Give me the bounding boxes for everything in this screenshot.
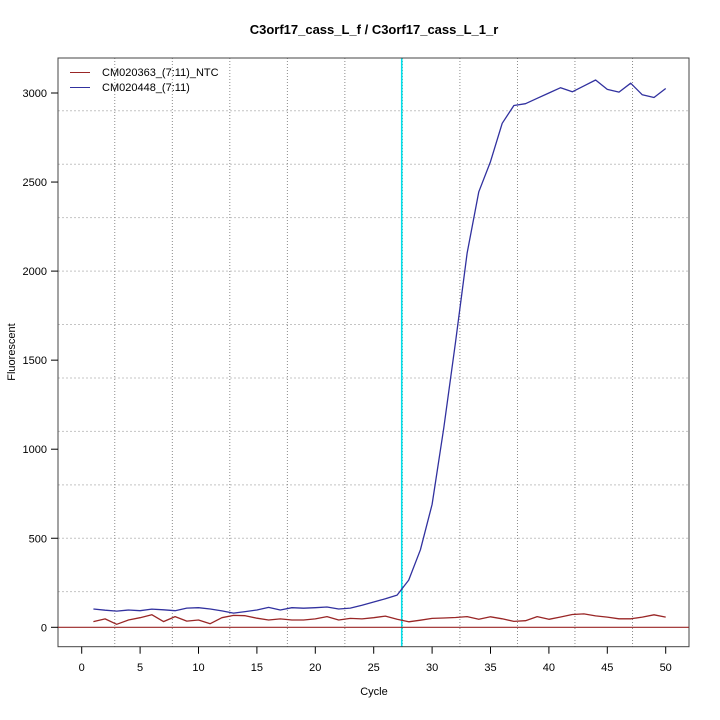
x-tick-label: 45 [601, 662, 613, 674]
x-tick-label: 50 [660, 662, 672, 674]
plot-box [57, 57, 690, 648]
ntc-series-line [93, 613, 666, 625]
x-tick-label: 10 [192, 662, 204, 674]
legend-item-sample: CM020448_(7:11) [70, 80, 219, 95]
y-tick-label: 2500 [23, 177, 47, 189]
x-tick-label: 25 [368, 662, 380, 674]
y-axis-label: Fluorescent [6, 323, 18, 381]
x-tick-label: 35 [484, 662, 496, 674]
x-tick-label: 20 [309, 662, 321, 674]
x-tick-label: 5 [137, 662, 143, 674]
legend: CM020363_(7:11)_NTC CM020448_(7:11) [70, 65, 219, 95]
sample-series-line [93, 79, 667, 614]
y-tick-label: 1500 [23, 355, 47, 367]
y-tick-label: 1000 [23, 444, 47, 456]
legend-label-ntc: CM020363_(7:11)_NTC [102, 66, 219, 79]
x-axis-label: Cycle [360, 686, 388, 698]
y-tick-label: 3000 [23, 88, 47, 100]
legend-line-swatch-sample [70, 87, 90, 88]
y-tick-label: 2000 [23, 266, 47, 278]
plot-title: C3orf17_cass_L_f / C3orf17_cass_L_1_r [249, 22, 499, 37]
y-tick-label: 500 [29, 533, 47, 545]
legend-item-ntc: CM020363_(7:11)_NTC [70, 65, 219, 80]
x-tick-label: 15 [251, 662, 263, 674]
x-tick-label: 30 [426, 662, 438, 674]
x-tick-label: 0 [79, 662, 85, 674]
y-tick-label: 0 [41, 622, 47, 634]
x-tick-label: 40 [543, 662, 555, 674]
legend-label-sample: CM020448_(7:11) [102, 81, 190, 94]
legend-line-swatch-ntc [70, 72, 90, 73]
